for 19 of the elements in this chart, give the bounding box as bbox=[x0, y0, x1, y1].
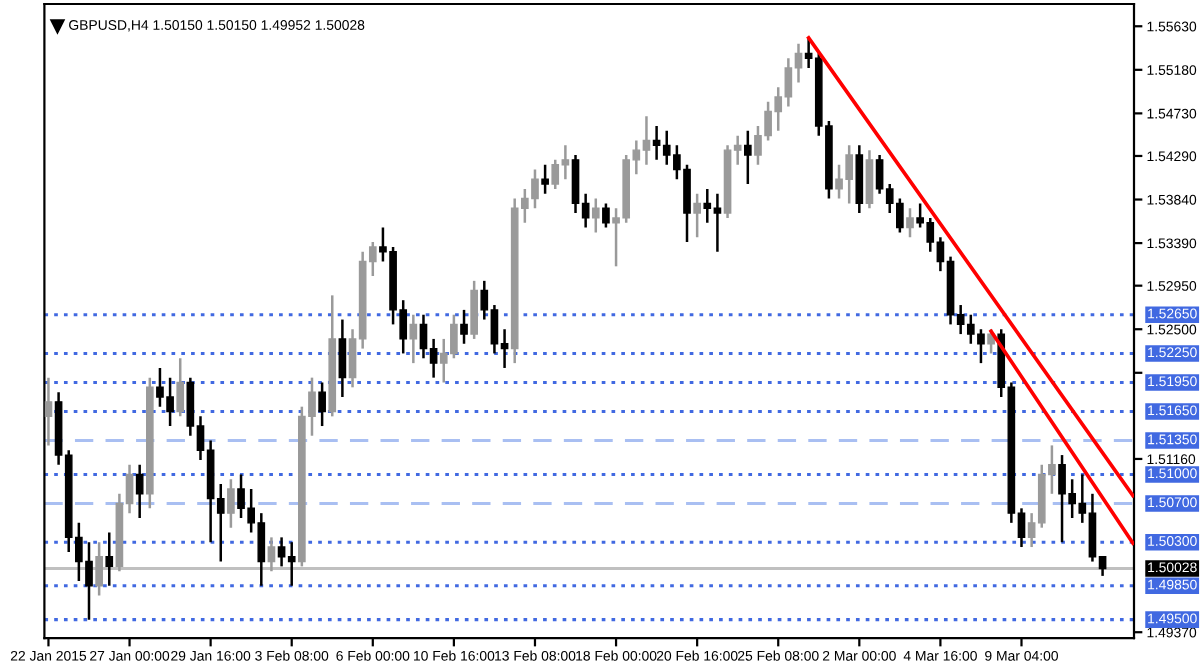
candlestick bbox=[743, 129, 752, 186]
candlestick bbox=[95, 540, 103, 597]
candlestick bbox=[176, 357, 185, 418]
candlestick bbox=[318, 381, 326, 428]
candlestick bbox=[267, 536, 276, 573]
candlestick bbox=[44, 376, 53, 447]
candlestick bbox=[541, 163, 549, 195]
candlestick bbox=[227, 478, 235, 529]
candlestick bbox=[105, 531, 114, 588]
candlestick bbox=[338, 318, 347, 399]
candlestick bbox=[409, 313, 418, 365]
candlestick bbox=[602, 202, 610, 229]
candlestick bbox=[591, 197, 600, 234]
candlestick bbox=[135, 463, 144, 520]
candlestick bbox=[906, 206, 914, 239]
candlestick bbox=[865, 148, 874, 210]
candlestick bbox=[693, 192, 701, 239]
candlestick bbox=[460, 308, 468, 346]
candlestick bbox=[470, 279, 478, 341]
